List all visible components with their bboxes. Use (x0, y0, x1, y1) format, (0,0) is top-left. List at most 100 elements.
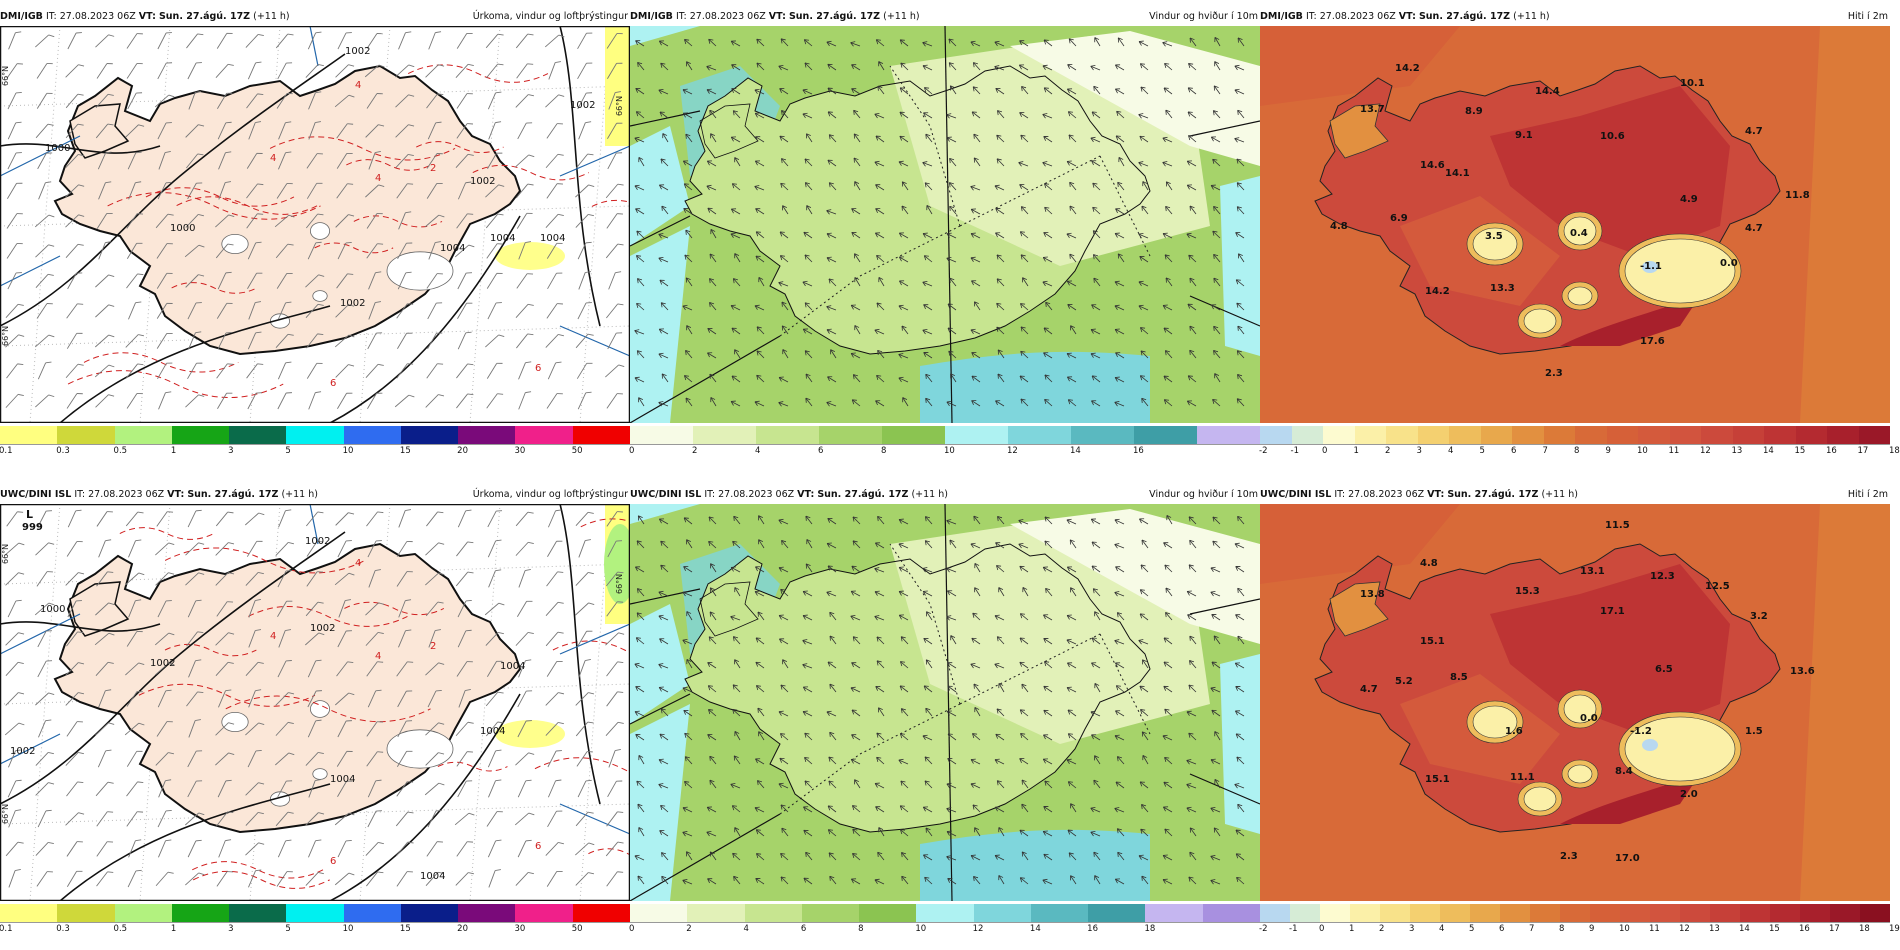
wind-arrow (1117, 37, 1125, 47)
temperature-contour (83, 352, 239, 373)
wind-barb (485, 631, 504, 646)
wind-arrow (1162, 878, 1173, 885)
temperature-value: 12.5 (1705, 581, 1730, 592)
wind-arrow (1090, 518, 1101, 525)
wind-arrow (876, 660, 885, 669)
legend-tick-label: 9 (1589, 924, 1595, 934)
wind-arrow (1212, 516, 1221, 525)
temperature-value: 4.7 (1745, 223, 1763, 234)
wind-arrow (661, 205, 669, 215)
wind-barb (5, 632, 25, 646)
glacier-contour (1567, 764, 1593, 784)
wind-barb (66, 721, 83, 737)
wind-barb (366, 243, 384, 259)
wind-barb (36, 63, 53, 79)
wind-arrow (730, 615, 741, 621)
wind-arrow (874, 615, 885, 621)
wind-arrow (1117, 181, 1125, 191)
wind-barb (94, 364, 115, 378)
wind-arrow (899, 280, 909, 287)
region-border (959, 155, 1101, 227)
wind-barb (66, 303, 84, 319)
wind-arrow (658, 614, 669, 621)
legend-tick-label: 6 (818, 446, 824, 456)
wind-arrow (1019, 231, 1029, 239)
wind-barb (66, 540, 83, 557)
lead-time: (+11 h) (281, 489, 318, 500)
temperature-value: 4.9 (1680, 194, 1698, 205)
wind-arrow (826, 305, 837, 311)
wind-arrow (1234, 783, 1245, 789)
wind-arrow (998, 827, 1005, 837)
wind-barb (425, 871, 444, 887)
wind-barb (248, 599, 261, 618)
wind-barb (35, 841, 54, 856)
wind-arrow (1213, 253, 1221, 263)
wind-arrow (1214, 779, 1221, 789)
wind-barb (306, 541, 323, 557)
wind-barb (335, 214, 355, 228)
wind-arrow (996, 636, 1005, 645)
wind-arrow (899, 661, 909, 669)
wind-barb (35, 542, 55, 556)
temperature-value: 14.6 (1420, 160, 1445, 171)
wind-barb (516, 273, 534, 289)
wind-arrow (1091, 304, 1101, 311)
wind-barb (546, 183, 564, 199)
legend-tick-label: 2 (1379, 924, 1385, 934)
wind-arrow (851, 805, 861, 813)
wind-arrow (707, 734, 717, 741)
run-info: UWC/DINI ISL IT: 27.08.2023 06Z VT: Sun.… (630, 488, 948, 502)
wind-arrow (946, 710, 957, 717)
wind-arrow (1043, 39, 1053, 47)
wind-barb (217, 92, 233, 109)
wind-arrow (754, 400, 765, 407)
wind-arrow (1186, 232, 1197, 239)
wind-arrow (1094, 875, 1101, 885)
wind-barb (545, 334, 565, 348)
wind-barb (187, 62, 202, 80)
wind-arrow (756, 38, 765, 47)
wind-barb (368, 151, 381, 170)
grid-line (630, 813, 781, 901)
temperature-value: 4.8 (1420, 558, 1438, 569)
map-panel-temp: DMI/IGB IT: 27.08.2023 06Z VT: Sun. 27.á… (1259, 10, 1900, 456)
wind-arrow (1163, 542, 1173, 549)
product-title: Hiti í 2m (1847, 489, 1888, 500)
wind-barb (334, 692, 355, 706)
wind-barb (515, 541, 534, 556)
wind-barb (156, 243, 173, 259)
legend-swatch (1650, 904, 1680, 922)
wind-arrow (852, 516, 861, 525)
wind-barb (306, 153, 323, 169)
wind-barb (427, 302, 443, 320)
wind-barb (8, 749, 22, 768)
wind-barb (606, 303, 624, 319)
wind-barb (425, 601, 444, 617)
wind-arrow (731, 64, 741, 71)
wind-arrow (995, 232, 1005, 239)
wind-arrow (659, 733, 669, 741)
wind-barb (154, 662, 175, 676)
legend-tick-label: 6 (800, 924, 807, 934)
legend-tick-label: 5 (285, 446, 291, 456)
wind-arrow (1164, 756, 1173, 765)
temperature-value: 6.5 (1655, 664, 1673, 675)
wind-arrow (1186, 160, 1197, 167)
legend-swatch (1800, 904, 1830, 922)
wind-barb (546, 242, 563, 259)
wind-barb (426, 273, 443, 289)
wind-arrow (802, 590, 813, 597)
legend-swatch (114, 904, 172, 922)
wind-arrow (973, 157, 981, 167)
wind-barb (126, 691, 143, 707)
wind-barb (305, 632, 325, 646)
wind-barb (248, 121, 262, 140)
wind-barb (308, 839, 322, 858)
wind-barb (158, 391, 172, 410)
wind-barb (5, 393, 24, 408)
temperature-contour (138, 683, 316, 707)
wind-barb (606, 393, 623, 409)
wind-arrow (972, 86, 981, 95)
wind-arrow (1019, 758, 1029, 765)
